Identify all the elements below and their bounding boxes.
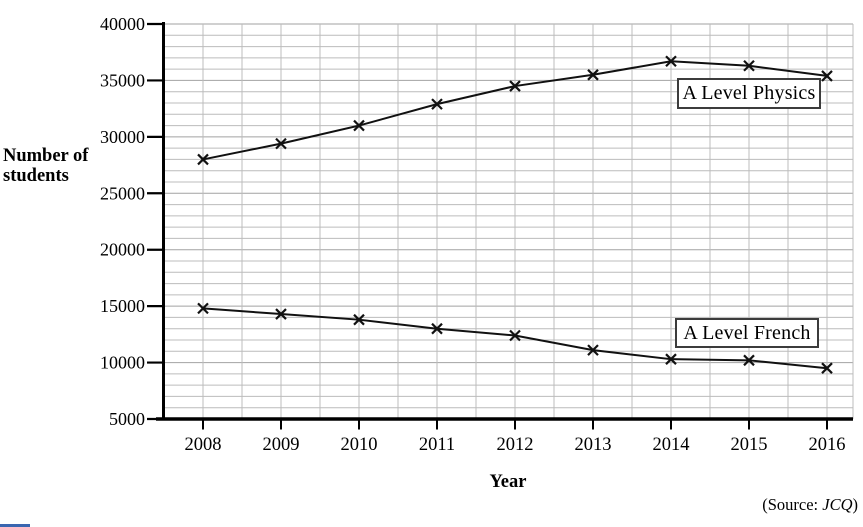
x-tick-label: 2008 — [185, 435, 222, 455]
source-name: JCQ — [822, 495, 853, 514]
data-point-x-marker — [431, 322, 443, 335]
data-point-x-marker — [821, 70, 833, 82]
y-tick-label: 20 000 — [100, 240, 145, 260]
data-point-x-marker — [587, 344, 599, 356]
y-tick-label: 35 000 — [100, 70, 145, 90]
data-point-x-marker — [197, 302, 209, 315]
y-tick-label: 5000 — [109, 409, 145, 429]
legend-physics-label: A Level Physics — [677, 78, 821, 109]
source-prefix: (Source: — [762, 495, 823, 514]
data-point-x-marker — [197, 153, 209, 166]
data-point-x-marker — [509, 80, 521, 92]
data-point-x-marker — [665, 55, 677, 68]
y-tick-label: 30 000 — [100, 127, 145, 147]
x-tick-label: 2013 — [575, 435, 612, 455]
data-point-x-marker — [665, 353, 677, 365]
scan-artifact — [0, 524, 30, 527]
data-point-x-marker — [275, 137, 287, 150]
source-note: (Source: JCQ) — [762, 495, 858, 515]
y-tick-label: 15 000 — [100, 296, 145, 316]
data-point-x-marker — [509, 329, 521, 342]
x-tick-label: 2014 — [653, 435, 690, 455]
x-tick-label: 2015 — [731, 435, 768, 455]
y-axis-title: Number of students — [3, 146, 133, 186]
legend-french-label: A Level French — [675, 318, 819, 348]
x-tick-label: 2016 — [809, 435, 846, 455]
y-tick-label: 40 000 — [100, 14, 145, 34]
data-point-x-marker — [743, 354, 755, 367]
y-tick-label: 10 000 — [100, 353, 145, 373]
data-point-x-marker — [275, 308, 287, 320]
y-axis-title-line1: Number of — [3, 146, 89, 166]
x-tick-label: 2011 — [419, 435, 455, 455]
x-tick-label: 2012 — [497, 435, 534, 455]
data-point-x-marker — [353, 313, 365, 326]
data-point-x-marker — [587, 69, 599, 81]
data-point-x-marker — [821, 362, 833, 374]
x-tick-label: 2010 — [341, 435, 378, 455]
data-point-x-marker — [743, 59, 755, 72]
x-tick-label: 2009 — [263, 435, 300, 455]
y-tick-label: 25 000 — [100, 183, 145, 203]
y-axis-title-line2: students — [3, 166, 69, 186]
x-axis-title: Year — [489, 472, 527, 492]
data-point-x-marker — [431, 98, 443, 110]
source-suffix: ) — [852, 495, 859, 514]
data-point-x-marker — [353, 119, 365, 132]
